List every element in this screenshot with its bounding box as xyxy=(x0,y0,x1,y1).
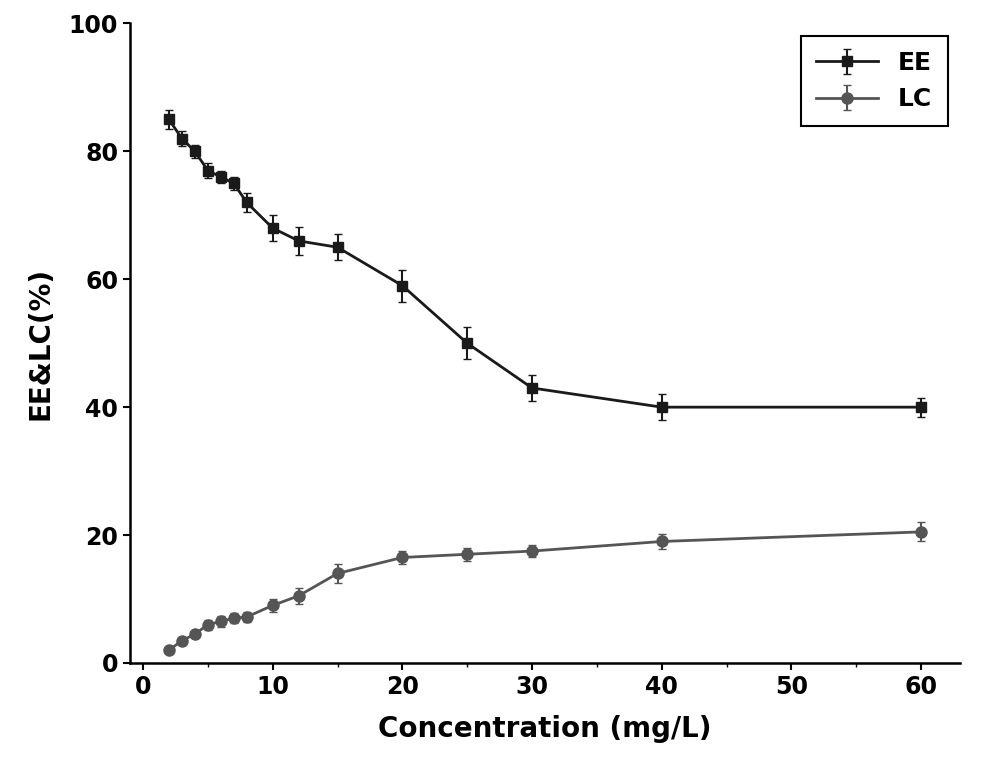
X-axis label: Concentration (mg/L): Concentration (mg/L) xyxy=(378,715,712,743)
Legend: EE, LC: EE, LC xyxy=(801,36,948,126)
Y-axis label: EE&LC(%): EE&LC(%) xyxy=(27,267,55,420)
